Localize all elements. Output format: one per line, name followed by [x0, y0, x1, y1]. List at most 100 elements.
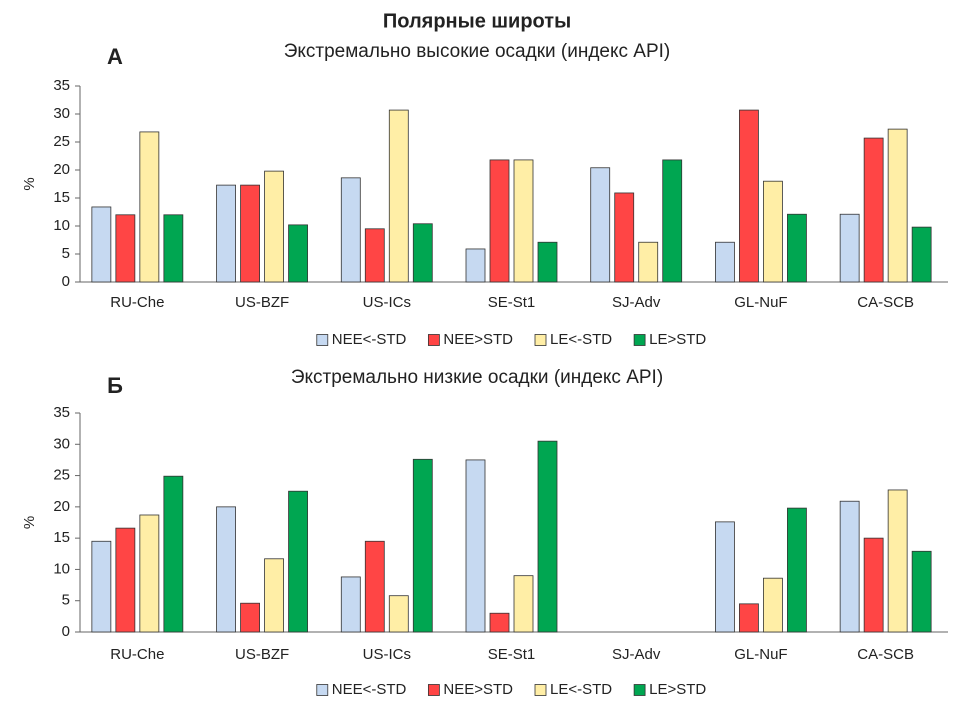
y-tick-label: 35 [53, 77, 70, 94]
x-tick-label: RU-Che [110, 646, 164, 663]
bar [115, 527, 136, 633]
bar [216, 506, 236, 633]
legend-swatch [316, 684, 329, 696]
chart-subtitle: Экстремально низкие осадки (индекс API) [291, 367, 663, 388]
bar [839, 500, 860, 633]
bar [91, 540, 112, 633]
bar [763, 180, 783, 283]
y-tick-label: 10 [53, 560, 70, 577]
bar [139, 514, 160, 633]
y-tick-label: 30 [53, 435, 70, 452]
bar [787, 507, 807, 633]
bar [216, 184, 236, 283]
y-tick-label: 0 [62, 273, 70, 290]
y-axis-label: % [21, 516, 38, 529]
x-tick-label: SJ-Adv [612, 294, 661, 311]
bar [388, 595, 409, 633]
bar [240, 602, 260, 633]
y-tick-label: 10 [53, 217, 70, 234]
legend-label: LE>STD [649, 331, 706, 348]
chart-subtitle: Экстремально высокие осадки (индекс API) [284, 41, 671, 62]
bar [513, 575, 534, 633]
bar [240, 184, 260, 283]
bar [340, 177, 361, 283]
y-tick-label: 0 [62, 623, 70, 640]
bar [288, 224, 308, 283]
x-tick-label: US-ICs [363, 646, 411, 663]
bar [911, 550, 932, 633]
bar [638, 241, 659, 283]
bar [264, 558, 284, 633]
bar [513, 159, 534, 283]
bar [489, 612, 510, 633]
x-tick-label: US-ICs [363, 294, 411, 311]
x-tick-label: US-BZF [235, 646, 289, 663]
bar [787, 213, 807, 283]
bar [388, 109, 409, 283]
y-tick-label: 20 [53, 161, 70, 178]
y-tick-label: 15 [53, 529, 70, 546]
bar [364, 228, 385, 283]
bar [115, 214, 136, 283]
y-tick-label: 5 [62, 592, 70, 609]
y-tick-label: 15 [53, 189, 70, 206]
bar [412, 458, 433, 633]
legend-label: NEE>STD [443, 681, 513, 698]
bar [715, 521, 735, 633]
y-tick-label: 25 [53, 467, 70, 484]
bar [537, 440, 558, 633]
bar [537, 241, 558, 283]
x-tick-label: GL-NuF [734, 294, 787, 311]
bar [412, 223, 433, 283]
y-tick-label: 25 [53, 133, 70, 150]
bar [739, 603, 759, 633]
panel-label: Б [107, 373, 123, 398]
bar [163, 475, 184, 633]
legend-label: LE>STD [649, 681, 706, 698]
bar [887, 489, 908, 633]
bar [288, 490, 308, 633]
legend-swatch [534, 334, 547, 346]
legend-swatch [534, 684, 547, 696]
legend-label: NEE<-STD [332, 331, 407, 348]
legend-label: NEE>STD [443, 331, 513, 348]
bar [163, 214, 184, 283]
bar [662, 159, 683, 283]
legend-label: LE<-STD [550, 681, 612, 698]
x-tick-label: SJ-Adv [612, 646, 661, 663]
y-tick-label: 30 [53, 105, 70, 122]
x-tick-label: CA-SCB [857, 294, 914, 311]
legend-swatch [316, 334, 329, 346]
legend-label: NEE<-STD [332, 681, 407, 698]
legend-label: LE<-STD [550, 331, 612, 348]
legend-swatch [427, 334, 440, 346]
y-tick-label: 5 [62, 245, 70, 262]
bar [763, 577, 783, 633]
bar [465, 459, 486, 633]
bar [364, 540, 385, 633]
bar [139, 131, 160, 283]
bar [863, 537, 884, 633]
bar [887, 128, 908, 283]
bar [614, 192, 635, 283]
legend-swatch [633, 334, 646, 346]
legend-swatch [633, 684, 646, 696]
x-tick-label: CA-SCB [857, 646, 914, 663]
bar [489, 159, 510, 283]
bar [911, 226, 932, 283]
y-tick-label: 20 [53, 498, 70, 515]
x-tick-label: US-BZF [235, 294, 289, 311]
bar [91, 206, 112, 283]
page-title: Полярные широты [383, 10, 571, 32]
y-tick-label: 35 [53, 404, 70, 421]
bar [839, 213, 860, 283]
bar [340, 576, 361, 633]
bar [715, 241, 735, 283]
y-axis-label: % [21, 177, 38, 190]
panel-label: А [107, 44, 123, 69]
bar [590, 167, 611, 283]
x-tick-label: GL-NuF [734, 646, 787, 663]
x-tick-label: SE-St1 [488, 294, 536, 311]
x-tick-label: RU-Che [110, 294, 164, 311]
